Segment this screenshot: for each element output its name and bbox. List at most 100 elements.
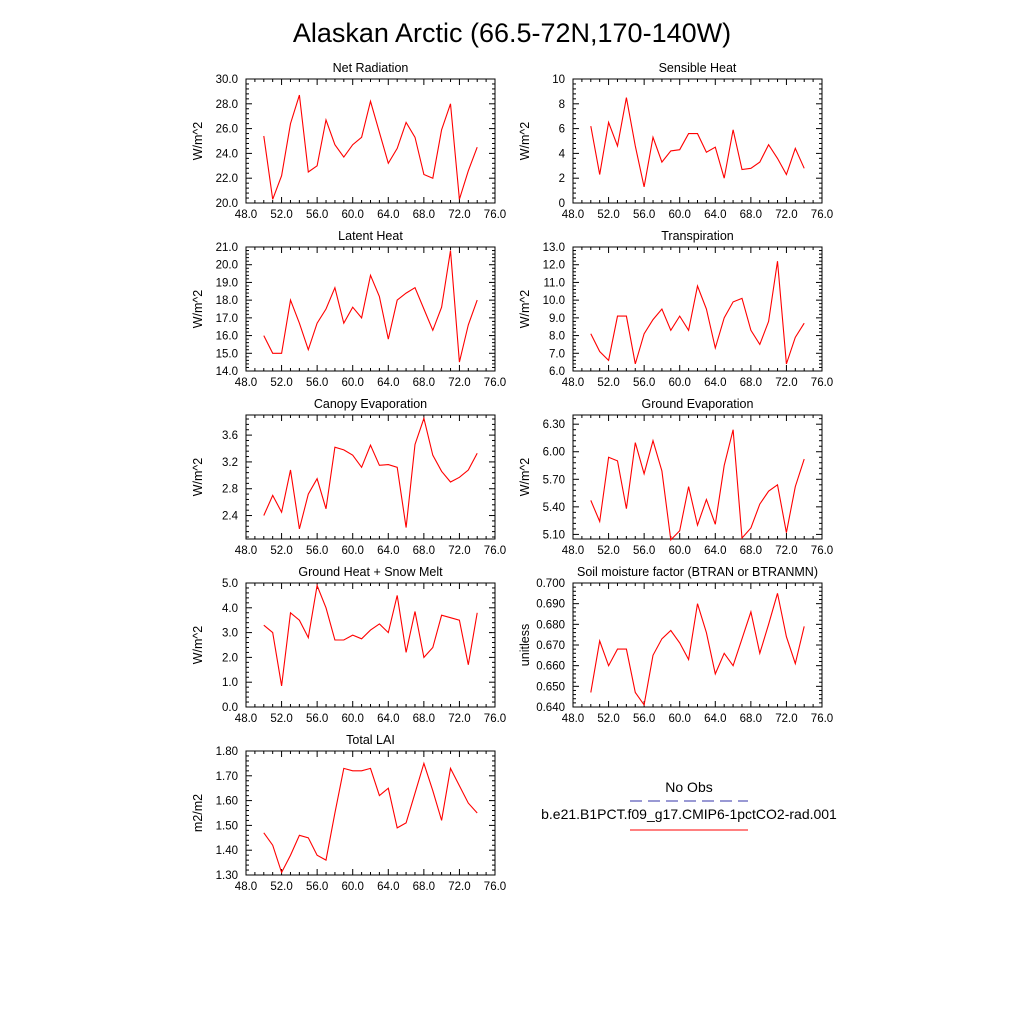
plot-frame — [245, 246, 496, 372]
panel-6: Ground Heat + Snow Melt W/m^2 48.0 52.0 56.0… — [191, 565, 506, 725]
x-tick-label: 56.0 — [306, 545, 328, 557]
y-tick-label: 0 — [559, 198, 565, 210]
panel-4: Canopy Evaporation W/m^2 48.0 52.0 56.0 60.0 6… — [191, 397, 506, 557]
y-tick-label: 5.40 — [543, 502, 565, 514]
x-tick-label: 72.0 — [448, 713, 470, 725]
panel-title: Net Radiation — [333, 61, 409, 75]
y-tick-label: 6 — [559, 124, 565, 136]
panel-title: Ground Evaporation — [642, 397, 754, 411]
x-tick-label: 48.0 — [235, 209, 257, 221]
y-tick-label: 2.0 — [222, 652, 238, 664]
y-tick-label: 14.0 — [216, 366, 238, 378]
y-tick-label: 12.0 — [543, 260, 565, 272]
x-tick-label: 56.0 — [633, 545, 655, 557]
x-tick-label: 56.0 — [306, 377, 328, 389]
x-tick-label: 76.0 — [811, 209, 833, 221]
y-tick-label: 28.0 — [216, 99, 238, 111]
series-line — [590, 97, 805, 188]
panel-title: Sensible Heat — [659, 61, 737, 75]
y-tick-label: 3.0 — [222, 628, 238, 640]
panel-title: Ground Heat + Snow Melt — [298, 565, 443, 579]
y-axis-label: m2/m2 — [191, 794, 205, 832]
y-tick-label: 0.700 — [536, 578, 565, 590]
y-axis-label: W/m^2 — [518, 290, 532, 329]
x-tick-label: 68.0 — [740, 377, 762, 389]
x-tick-label: 76.0 — [484, 713, 506, 725]
series-line — [263, 94, 478, 200]
series-line — [263, 250, 478, 363]
y-tick-label: 6.00 — [543, 447, 565, 459]
x-tick-label: 68.0 — [740, 209, 762, 221]
x-tick-label: 60.0 — [669, 713, 691, 725]
series-line — [590, 593, 805, 707]
x-tick-label: 76.0 — [484, 377, 506, 389]
x-tick-label: 48.0 — [562, 377, 584, 389]
panel-2: Latent Heat W/m^2 48.0 52.0 56.0 60.0 64.0 68.0… — [191, 229, 506, 389]
panel-3: Transpiration W/m^2 48.0 52.0 56.0 60.0 64.0 68… — [518, 229, 833, 389]
y-tick-label: 0.690 — [536, 599, 565, 611]
panel-8: Total LAI m2/m2 48.0 52.0 56.0 60.0 64.0 68.0 72… — [191, 733, 506, 893]
x-tick-label: 72.0 — [775, 377, 797, 389]
x-tick-label: 72.0 — [775, 209, 797, 221]
x-tick-label: 60.0 — [342, 209, 364, 221]
plot-frame — [245, 582, 496, 708]
y-tick-label: 5.10 — [543, 529, 565, 541]
y-tick-label: 4.0 — [222, 603, 238, 615]
x-tick-label: 52.0 — [597, 545, 619, 557]
x-tick-label: 72.0 — [775, 713, 797, 725]
x-tick-label: 68.0 — [413, 713, 435, 725]
y-tick-label: 2 — [559, 173, 565, 185]
x-tick-label: 68.0 — [413, 545, 435, 557]
y-tick-label: 8.0 — [549, 331, 565, 343]
x-tick-label: 56.0 — [633, 209, 655, 221]
x-tick-label: 48.0 — [562, 545, 584, 557]
y-tick-label: 20.0 — [216, 198, 238, 210]
x-tick-label: 64.0 — [704, 545, 726, 557]
series-line — [263, 761, 478, 874]
y-tick-label: 0.680 — [536, 619, 565, 631]
y-tick-label: 1.70 — [216, 771, 238, 783]
panel-title: Total LAI — [346, 733, 395, 747]
x-tick-label: 52.0 — [597, 713, 619, 725]
x-tick-label: 52.0 — [270, 209, 292, 221]
panel-5: Ground Evaporation W/m^2 48.0 52.0 56.0 60.0 6… — [518, 397, 833, 557]
y-tick-label: 0.650 — [536, 681, 565, 693]
x-tick-label: 72.0 — [448, 881, 470, 893]
legend-model-label: b.e21.B1PCT.f09_g17.CMIP6-1pctCO2-rad.00… — [541, 806, 837, 822]
x-tick-label: 60.0 — [669, 377, 691, 389]
y-tick-label: 1.80 — [216, 746, 238, 758]
x-tick-label: 64.0 — [377, 881, 399, 893]
y-tick-label: 2.4 — [222, 511, 239, 523]
panel-7: Soil moisture factor (BTRAN or BTRANMN) u… — [518, 565, 833, 725]
x-tick-label: 60.0 — [342, 713, 364, 725]
x-tick-label: 72.0 — [448, 209, 470, 221]
y-axis-label: unitless — [518, 624, 532, 666]
x-tick-label: 72.0 — [448, 545, 470, 557]
panel-title: Latent Heat — [338, 229, 403, 243]
x-tick-label: 64.0 — [377, 545, 399, 557]
plot-frame — [572, 582, 823, 708]
x-tick-label: 76.0 — [484, 545, 506, 557]
legend: No Obs b.e21.B1PCT.f09_g17.CMIP6-1pctCO2… — [541, 779, 837, 831]
x-tick-label: 56.0 — [306, 209, 328, 221]
y-tick-label: 1.40 — [216, 845, 238, 857]
x-tick-label: 64.0 — [704, 209, 726, 221]
y-tick-label: 13.0 — [543, 242, 565, 254]
y-tick-label: 16.0 — [216, 331, 238, 343]
x-tick-label: 64.0 — [377, 377, 399, 389]
y-tick-label: 0.670 — [536, 640, 565, 652]
y-tick-label: 2.8 — [222, 484, 238, 496]
y-tick-label: 3.6 — [222, 430, 238, 442]
series-line — [263, 416, 478, 530]
x-tick-label: 60.0 — [669, 209, 691, 221]
x-tick-label: 64.0 — [704, 377, 726, 389]
x-tick-label: 68.0 — [413, 209, 435, 221]
x-tick-label: 60.0 — [669, 545, 691, 557]
x-tick-label: 76.0 — [811, 545, 833, 557]
x-tick-label: 64.0 — [377, 209, 399, 221]
y-tick-label: 9.0 — [549, 313, 565, 325]
x-tick-label: 48.0 — [235, 713, 257, 725]
x-tick-label: 52.0 — [597, 209, 619, 221]
panel-title: Soil moisture factor (BTRAN or BTRANMN) — [577, 565, 818, 579]
